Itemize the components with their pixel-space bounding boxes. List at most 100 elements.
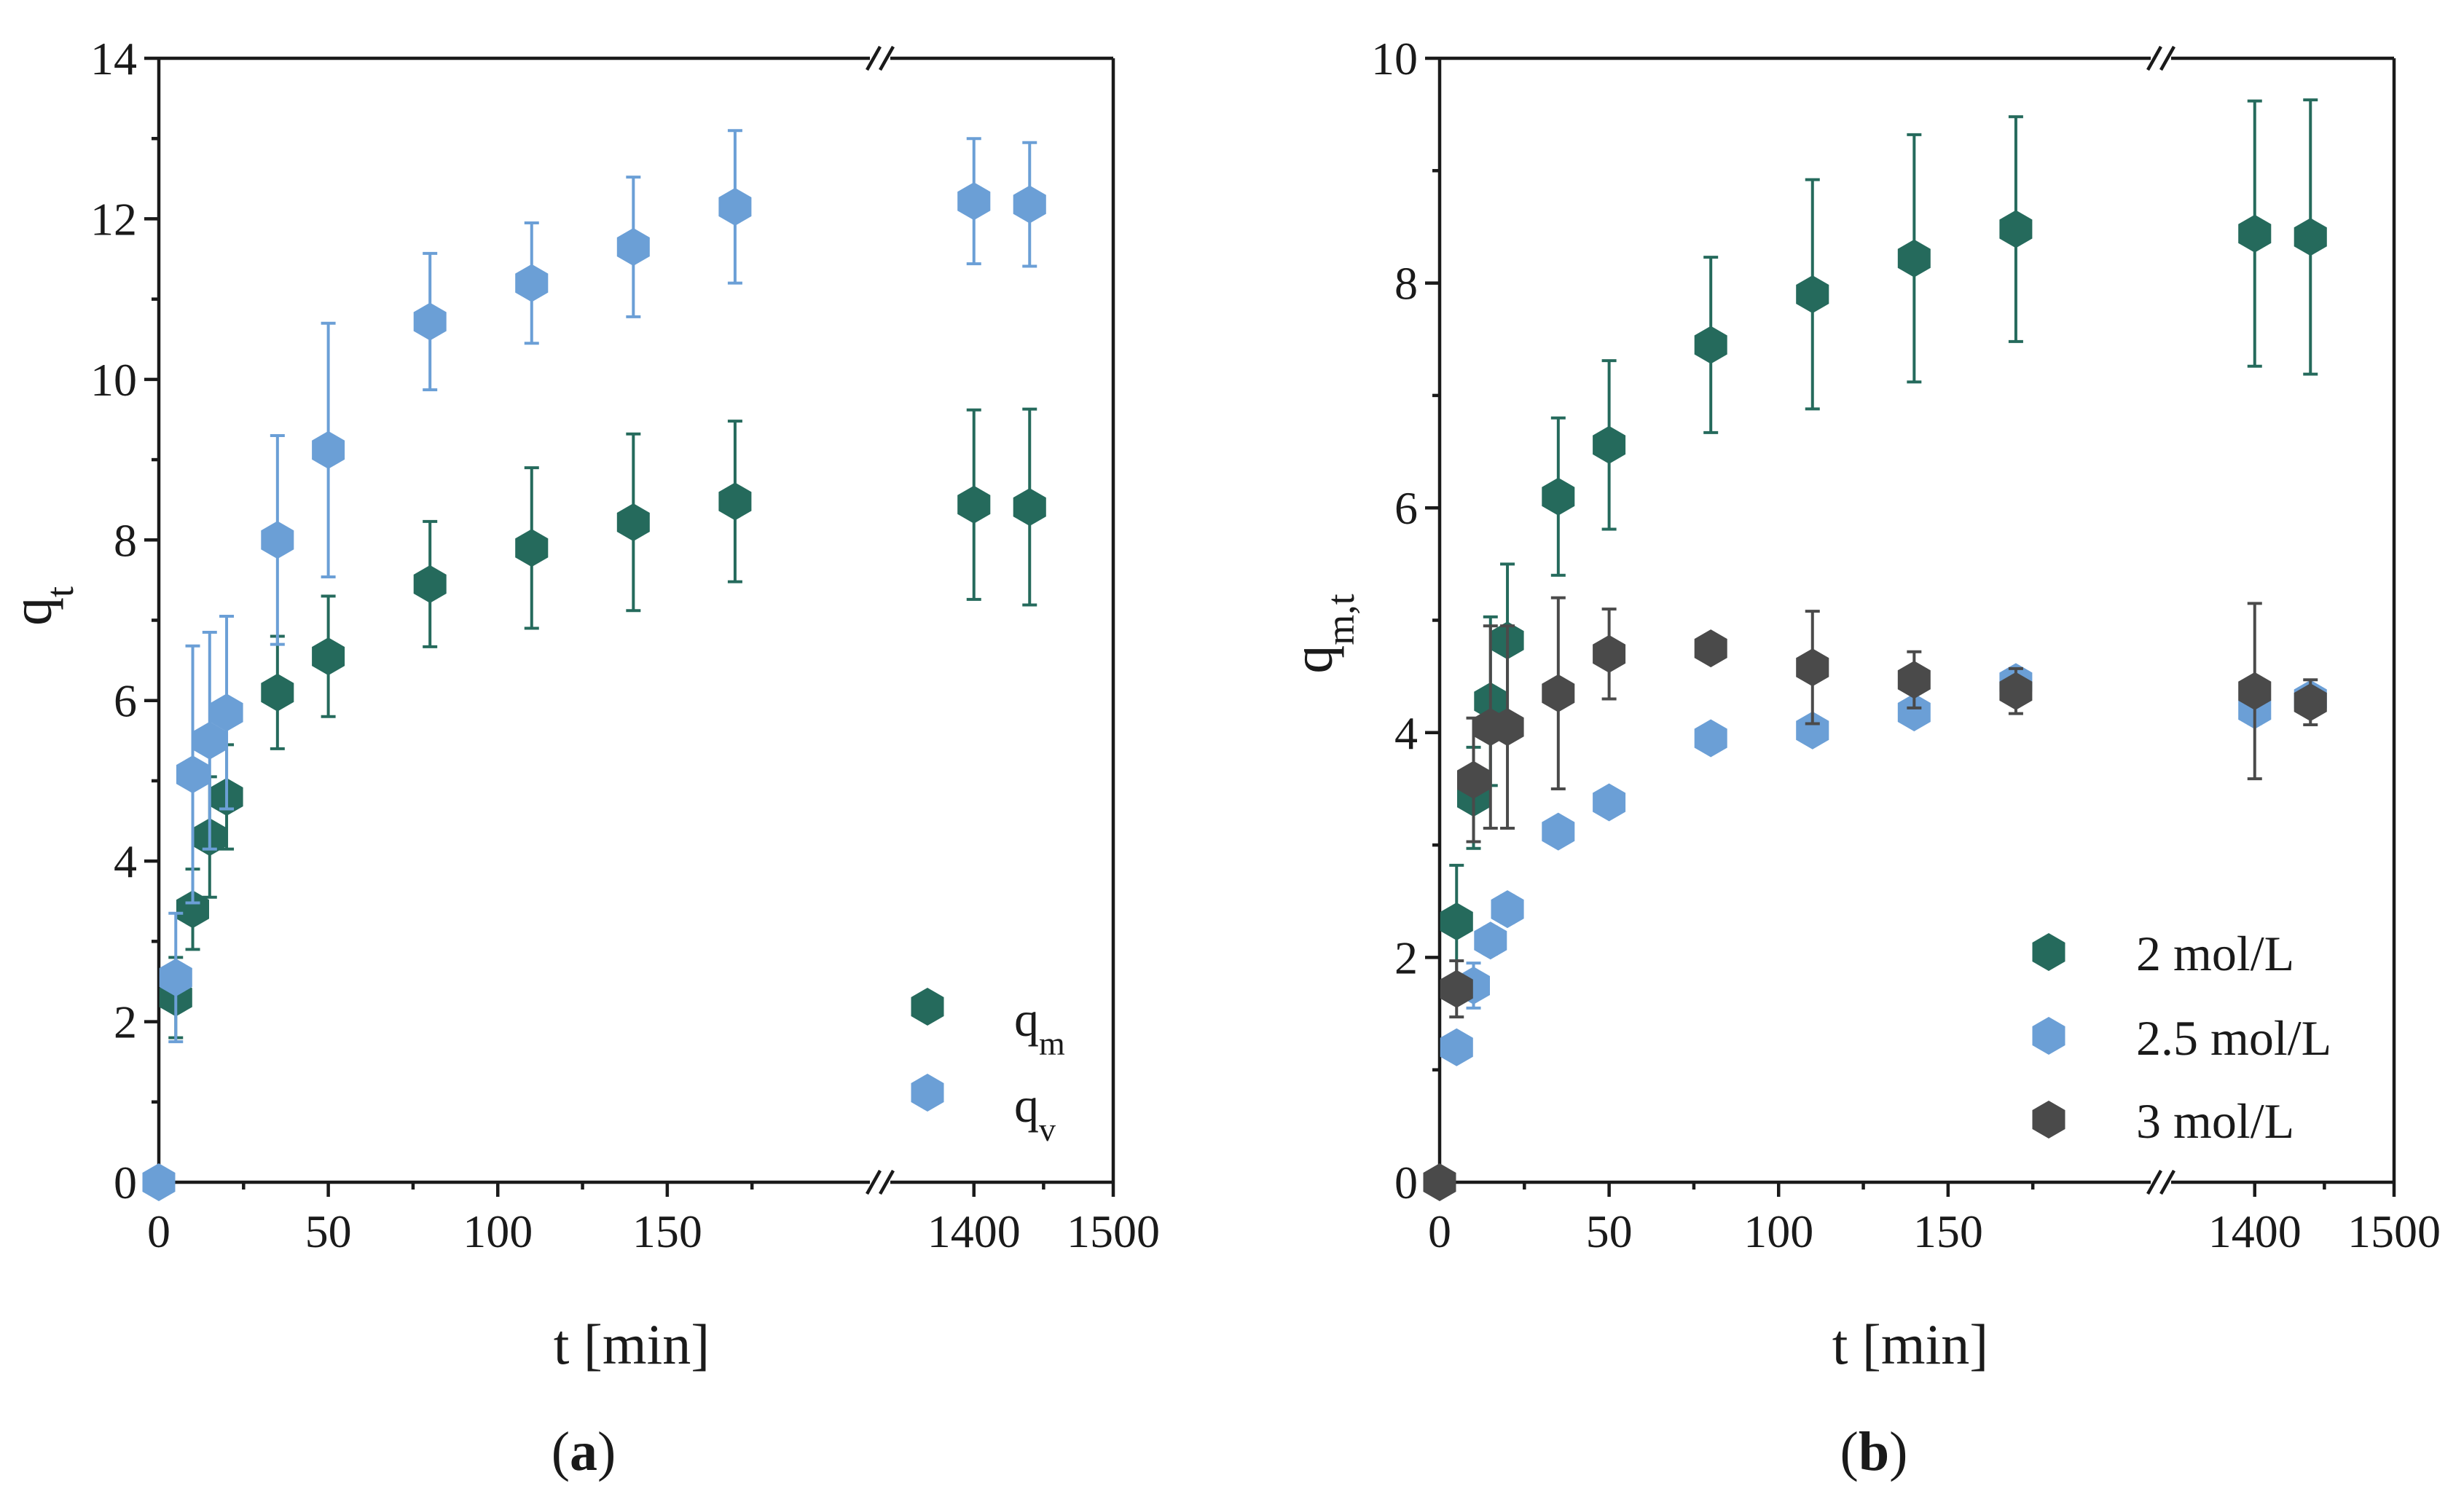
x-tick-label: 50	[305, 1206, 352, 1257]
x-axis-break-mark	[879, 1169, 895, 1195]
data-point	[1013, 488, 1046, 527]
data-point	[1593, 425, 1626, 464]
data-point	[957, 485, 991, 524]
x-tick-label: 0	[147, 1206, 170, 1257]
data-point	[1999, 672, 2033, 710]
data-point	[312, 430, 345, 469]
data-point	[718, 187, 752, 226]
data-point	[1542, 812, 1575, 851]
x-tick-label: 50	[1586, 1206, 1633, 1257]
x-axis-break-mark	[2146, 1169, 2162, 1195]
y-tick-label: 10	[90, 354, 137, 406]
data-point	[1440, 1028, 1473, 1066]
data-point	[210, 693, 243, 732]
data-point	[1694, 629, 1727, 668]
legend-label-3-mol: 3 mol/L	[2136, 1093, 2294, 1149]
data-point	[1440, 970, 1473, 1008]
legend-marker	[2032, 1017, 2065, 1055]
x-axis-break-mark	[2159, 1169, 2175, 1195]
series-0	[159, 407, 1046, 1039]
y-tick-label: 2	[1394, 932, 1418, 983]
legend-marker	[911, 1074, 944, 1112]
data-point	[176, 755, 209, 794]
data-point	[159, 959, 192, 996]
legend-label-qv: qv	[1014, 1077, 1056, 1148]
y-tick-label: 4	[114, 835, 137, 887]
legend-marker	[2032, 1101, 2065, 1139]
x-axis-title-a: t [min]	[554, 1313, 710, 1376]
series-1	[142, 129, 1046, 1201]
legend-label-2-mol: 2 mol/L	[2136, 926, 2294, 981]
y-tick-label: 6	[114, 675, 137, 727]
x-tick-label: 1500	[2347, 1206, 2441, 1257]
data-point	[176, 890, 209, 929]
panel-label-b: (b)	[1840, 1421, 1908, 1482]
data-point	[261, 521, 294, 559]
data-point	[1796, 648, 1829, 687]
chart-panel-a: 0 2 4 6 8 10 12 14 0 50 100 150 1400 1500 qm qv qt t …	[0, 33, 1160, 1482]
data-point	[1694, 326, 1727, 364]
legend-marker	[2032, 933, 2065, 971]
data-point	[261, 673, 294, 712]
data-point	[1440, 903, 1473, 940]
data-point	[616, 503, 650, 541]
data-point	[312, 637, 345, 676]
legend-a: qm qv	[911, 988, 1065, 1148]
data-point	[718, 482, 752, 521]
data-point	[1457, 760, 1490, 799]
data-point	[515, 264, 549, 302]
data-point	[2238, 214, 2272, 253]
y-tick-label: 0	[114, 1157, 137, 1208]
top-axis-break-mark	[2159, 45, 2175, 71]
legend-label-2-5-mol: 2.5 mol/L	[2136, 1010, 2331, 1066]
x-tick-label: 150	[632, 1206, 702, 1257]
data-point	[1593, 634, 1626, 673]
x-tick-label: 100	[1743, 1206, 1813, 1257]
y-tick-label: 4	[1394, 707, 1418, 759]
y-tick-label: 0	[1394, 1157, 1418, 1208]
y-tick-label: 10	[1371, 33, 1418, 84]
axes-frame	[157, 45, 1115, 1195]
data-point	[1423, 1163, 1456, 1201]
x-tick-label: 100	[463, 1206, 533, 1257]
data-point	[1694, 719, 1727, 758]
data-point	[1491, 708, 1524, 747]
x-tick-label: 1500	[1067, 1206, 1160, 1257]
y-axis-title-a: qt	[0, 586, 82, 626]
x-axis-break-mark	[866, 1169, 882, 1195]
data-point	[142, 1163, 176, 1201]
x-tick-label: 150	[1913, 1206, 1983, 1257]
legend-marker	[911, 988, 944, 1026]
series-2	[1423, 596, 2327, 1201]
y-tick-label: 6	[1394, 482, 1418, 534]
top-axis-break-mark	[2146, 45, 2162, 71]
data-point	[1897, 661, 1931, 699]
top-axis-break-mark	[866, 45, 882, 71]
data-point	[515, 529, 549, 567]
x-tick-label: 0	[1428, 1206, 1451, 1257]
data-point	[1897, 239, 1931, 278]
data-point	[413, 565, 447, 603]
panel-label-a: (a)	[552, 1421, 616, 1482]
data-point	[1897, 693, 1931, 731]
data-point	[1474, 921, 1507, 960]
data-point	[1013, 185, 1046, 224]
top-axis-break-mark	[879, 45, 895, 71]
data-point	[1542, 674, 1575, 712]
y-tick-label: 8	[114, 514, 137, 566]
legend-b: 2 mol/L 2.5 mol/L 3 mol/L	[2032, 926, 2331, 1149]
data-point	[1796, 711, 1829, 750]
data-point	[193, 721, 227, 760]
data-point	[616, 228, 650, 266]
y-tick-label: 2	[114, 996, 137, 1048]
x-tick-label: 1400	[927, 1206, 1021, 1257]
data-point	[1593, 783, 1626, 822]
data-point	[957, 182, 991, 221]
y-tick-label: 14	[90, 33, 137, 84]
data-point	[2294, 683, 2327, 722]
y-tick-label: 12	[90, 193, 137, 245]
data-point	[1491, 890, 1524, 929]
x-axis-title-b: t [min]	[1832, 1313, 1988, 1376]
